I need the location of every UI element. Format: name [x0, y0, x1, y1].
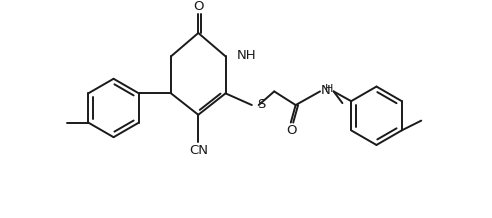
Text: O: O — [193, 0, 204, 13]
Text: NH: NH — [237, 49, 257, 62]
Text: S: S — [257, 98, 265, 111]
Text: N: N — [321, 84, 331, 97]
Text: O: O — [286, 124, 297, 137]
Text: CN: CN — [189, 144, 208, 157]
Text: H: H — [325, 84, 333, 94]
